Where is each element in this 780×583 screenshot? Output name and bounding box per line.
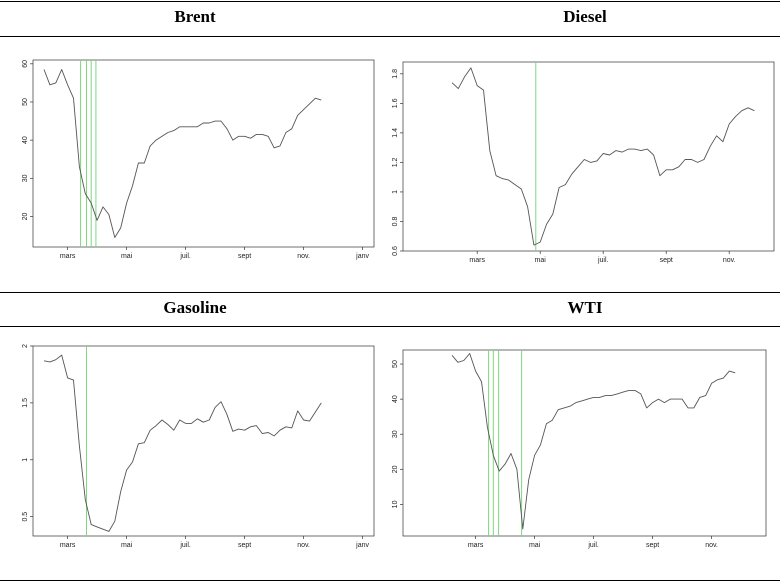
plot-frame bbox=[32, 59, 375, 248]
y-tick-label: 1.2 bbox=[392, 157, 399, 167]
x-tick-label: juil. bbox=[179, 542, 191, 549]
y-tick-label: 60 bbox=[22, 60, 29, 68]
x-tick-label: juil. bbox=[597, 257, 609, 264]
brent-chart: 20 30 40 50 60 mars mai juil. sept nov. janv bbox=[22, 59, 375, 260]
x-tick-label: mars bbox=[469, 257, 485, 264]
x-tick-label: nov. bbox=[297, 253, 310, 260]
y-tick-label: 20 bbox=[392, 465, 399, 473]
header-rule-bottom bbox=[0, 326, 780, 327]
x-tick-label: nov. bbox=[297, 542, 310, 549]
y-tick-label: 0.6 bbox=[392, 246, 399, 256]
x-tick-label: janv bbox=[355, 253, 369, 260]
middle-rule bbox=[0, 292, 780, 293]
y-tick-label: 50 bbox=[22, 98, 29, 106]
x-tick-label: mai bbox=[535, 257, 547, 264]
x-tick-label: sept bbox=[238, 542, 251, 549]
bottom-rule bbox=[0, 580, 780, 581]
header-rule-top bbox=[0, 36, 780, 37]
x-tick-label: mai bbox=[121, 542, 133, 549]
wti-title: WTI bbox=[567, 298, 603, 317]
plot-frame bbox=[32, 345, 375, 537]
y-tick-label: 30 bbox=[22, 174, 29, 182]
x-tick-label: mars bbox=[60, 542, 76, 549]
x-tick-label: mars bbox=[60, 253, 76, 260]
y-tick-label: 1.4 bbox=[392, 128, 399, 138]
wti-chart: 10 20 30 40 50 mars mai juil. sept nov. bbox=[392, 349, 767, 549]
x-tick-label: nov. bbox=[705, 542, 718, 549]
y-tick-label: 40 bbox=[22, 136, 29, 144]
series-line bbox=[451, 353, 736, 530]
x-tick-label: mars bbox=[468, 542, 484, 549]
series-line bbox=[43, 354, 322, 532]
x-tick-label: mai bbox=[529, 542, 541, 549]
x-tick-label: mai bbox=[121, 253, 133, 260]
diesel-title: Diesel bbox=[563, 7, 607, 26]
x-tick-label: sept bbox=[660, 257, 673, 264]
y-tick-label: 10 bbox=[392, 500, 399, 508]
y-tick-label: 30 bbox=[392, 430, 399, 438]
y-tick-label: 1.5 bbox=[22, 398, 29, 408]
y-tick-label: 1 bbox=[22, 458, 29, 462]
y-tick-label: 1.6 bbox=[392, 98, 399, 108]
y-tick-label: 1 bbox=[392, 190, 399, 194]
series-line bbox=[43, 69, 322, 238]
y-tick-label: 1.8 bbox=[392, 69, 399, 79]
gasoline-title: Gasoline bbox=[163, 298, 227, 317]
gasoline-chart: 0.5 1 1.5 2 mars mai juil. sept nov. janv bbox=[22, 344, 375, 549]
x-tick-label: janv bbox=[355, 542, 369, 549]
x-tick-label: sept bbox=[238, 253, 251, 260]
y-tick-label: 40 bbox=[392, 395, 399, 403]
x-tick-label: nov. bbox=[723, 257, 736, 264]
y-tick-label: 0.5 bbox=[22, 512, 29, 522]
diesel-chart: 0.6 0.8 1 1.2 1.4 1.6 1.8 mars mai juil. sept nov. bbox=[392, 61, 775, 264]
y-tick-label: 50 bbox=[392, 360, 399, 368]
x-tick-label: sept bbox=[646, 542, 659, 549]
y-tick-label: 0.8 bbox=[392, 216, 399, 226]
plot-frame bbox=[402, 61, 775, 252]
brent-title: Brent bbox=[174, 7, 216, 26]
y-tick-label: 2 bbox=[22, 344, 29, 348]
x-tick-label: juil. bbox=[587, 542, 599, 549]
y-tick-label: 20 bbox=[22, 212, 29, 220]
series-line bbox=[451, 67, 755, 246]
x-tick-label: juil. bbox=[179, 253, 191, 260]
plot-frame bbox=[402, 349, 767, 537]
top-rule bbox=[0, 1, 780, 2]
